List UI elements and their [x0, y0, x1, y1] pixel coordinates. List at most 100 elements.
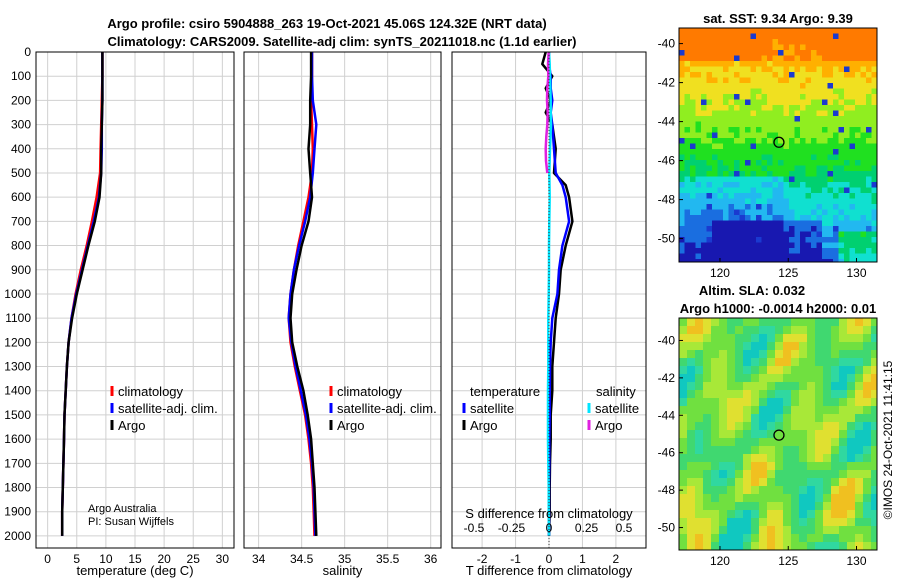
map-cell — [800, 193, 806, 199]
map-cell — [822, 237, 828, 243]
map-cell — [756, 143, 762, 150]
map-cell — [739, 72, 746, 78]
map-cell — [799, 502, 808, 511]
map-cell — [839, 366, 848, 375]
map-cell — [871, 518, 877, 527]
map-cell — [695, 318, 704, 327]
pi-text: PI: Susan Wijffels — [88, 516, 174, 528]
map-cell — [679, 253, 685, 260]
map-cell — [855, 160, 861, 166]
map-cell — [734, 242, 740, 249]
map-cell — [772, 149, 779, 155]
map-cell — [727, 542, 736, 550]
map-cell — [761, 77, 768, 84]
map-cell — [751, 318, 760, 327]
map-cell — [827, 149, 834, 155]
map-cell — [728, 88, 735, 95]
map-cell — [723, 215, 729, 221]
map-cell — [727, 518, 736, 527]
map-cell — [816, 176, 823, 183]
map-cell — [775, 350, 784, 359]
map-cell — [863, 326, 872, 335]
map-cell — [823, 518, 832, 527]
map-cell — [855, 44, 861, 51]
map-cell — [855, 414, 864, 423]
map-cell — [807, 422, 816, 431]
map-cell — [794, 110, 801, 117]
map-cell — [684, 209, 691, 216]
map-cell — [679, 486, 688, 495]
map-cell — [827, 209, 834, 216]
map-cell — [767, 88, 773, 95]
map-cell — [816, 204, 823, 210]
map-cell — [807, 406, 816, 415]
map-cell — [767, 138, 773, 144]
map-cell — [679, 438, 688, 447]
map-frame — [678, 317, 878, 551]
map-cell — [811, 105, 817, 111]
map-cell — [860, 215, 867, 221]
map-cell — [811, 171, 817, 177]
map-cell — [728, 193, 735, 199]
map-cell — [745, 72, 751, 78]
map-cell — [783, 242, 790, 249]
map-cell — [734, 237, 740, 243]
map-cell — [839, 510, 848, 519]
map-cell — [860, 176, 867, 183]
map-cell — [778, 253, 784, 260]
map-cell — [823, 502, 832, 511]
map-cell — [791, 374, 800, 383]
map-cell — [756, 193, 762, 199]
map-cell — [717, 193, 724, 199]
map-cell — [778, 39, 784, 45]
map-cell — [838, 121, 845, 128]
argo-position-marker — [773, 429, 785, 441]
map-cell — [695, 105, 702, 111]
map-cell — [871, 204, 877, 210]
map-cell — [756, 176, 762, 183]
map-cell — [844, 127, 850, 133]
map-cell — [728, 237, 735, 243]
map-cell — [844, 209, 850, 216]
map-cell — [723, 165, 729, 172]
map-cell — [690, 55, 696, 62]
map-cell — [815, 542, 824, 550]
map-cell — [815, 334, 824, 343]
x-axis-label: T difference from climatology — [466, 563, 633, 578]
map-cell — [750, 154, 757, 161]
map-cell — [745, 259, 751, 262]
map-cell — [687, 526, 696, 535]
map-cell — [860, 72, 867, 78]
map-cell — [822, 132, 828, 139]
map-cell — [706, 28, 713, 34]
map-cell — [679, 350, 688, 359]
map-cell — [745, 33, 751, 40]
map-cell — [789, 215, 795, 221]
map-cell — [772, 248, 779, 254]
map-cell — [807, 446, 816, 455]
map-cell — [844, 110, 850, 117]
map-cell — [727, 334, 736, 343]
map-cell — [728, 132, 735, 139]
map-cell — [717, 182, 724, 188]
map-cell — [871, 187, 877, 194]
map-cell — [860, 160, 867, 166]
map-cell — [823, 462, 832, 471]
map-cell — [706, 171, 713, 177]
map-cell — [706, 215, 713, 221]
map-cell — [816, 242, 823, 249]
map-cell — [783, 160, 790, 166]
map-cell — [827, 33, 834, 40]
map-cell — [703, 438, 712, 447]
map-cell — [831, 358, 840, 367]
map-cell — [789, 182, 795, 188]
map-cell — [860, 121, 867, 128]
y-tick-label: 900 — [11, 263, 31, 277]
map-cell — [799, 430, 808, 439]
map-cell — [863, 486, 872, 495]
map-cell — [679, 127, 685, 133]
map-cell — [849, 149, 856, 155]
map-cell — [822, 209, 828, 216]
map-cell — [855, 110, 861, 117]
map-cell — [822, 77, 828, 84]
